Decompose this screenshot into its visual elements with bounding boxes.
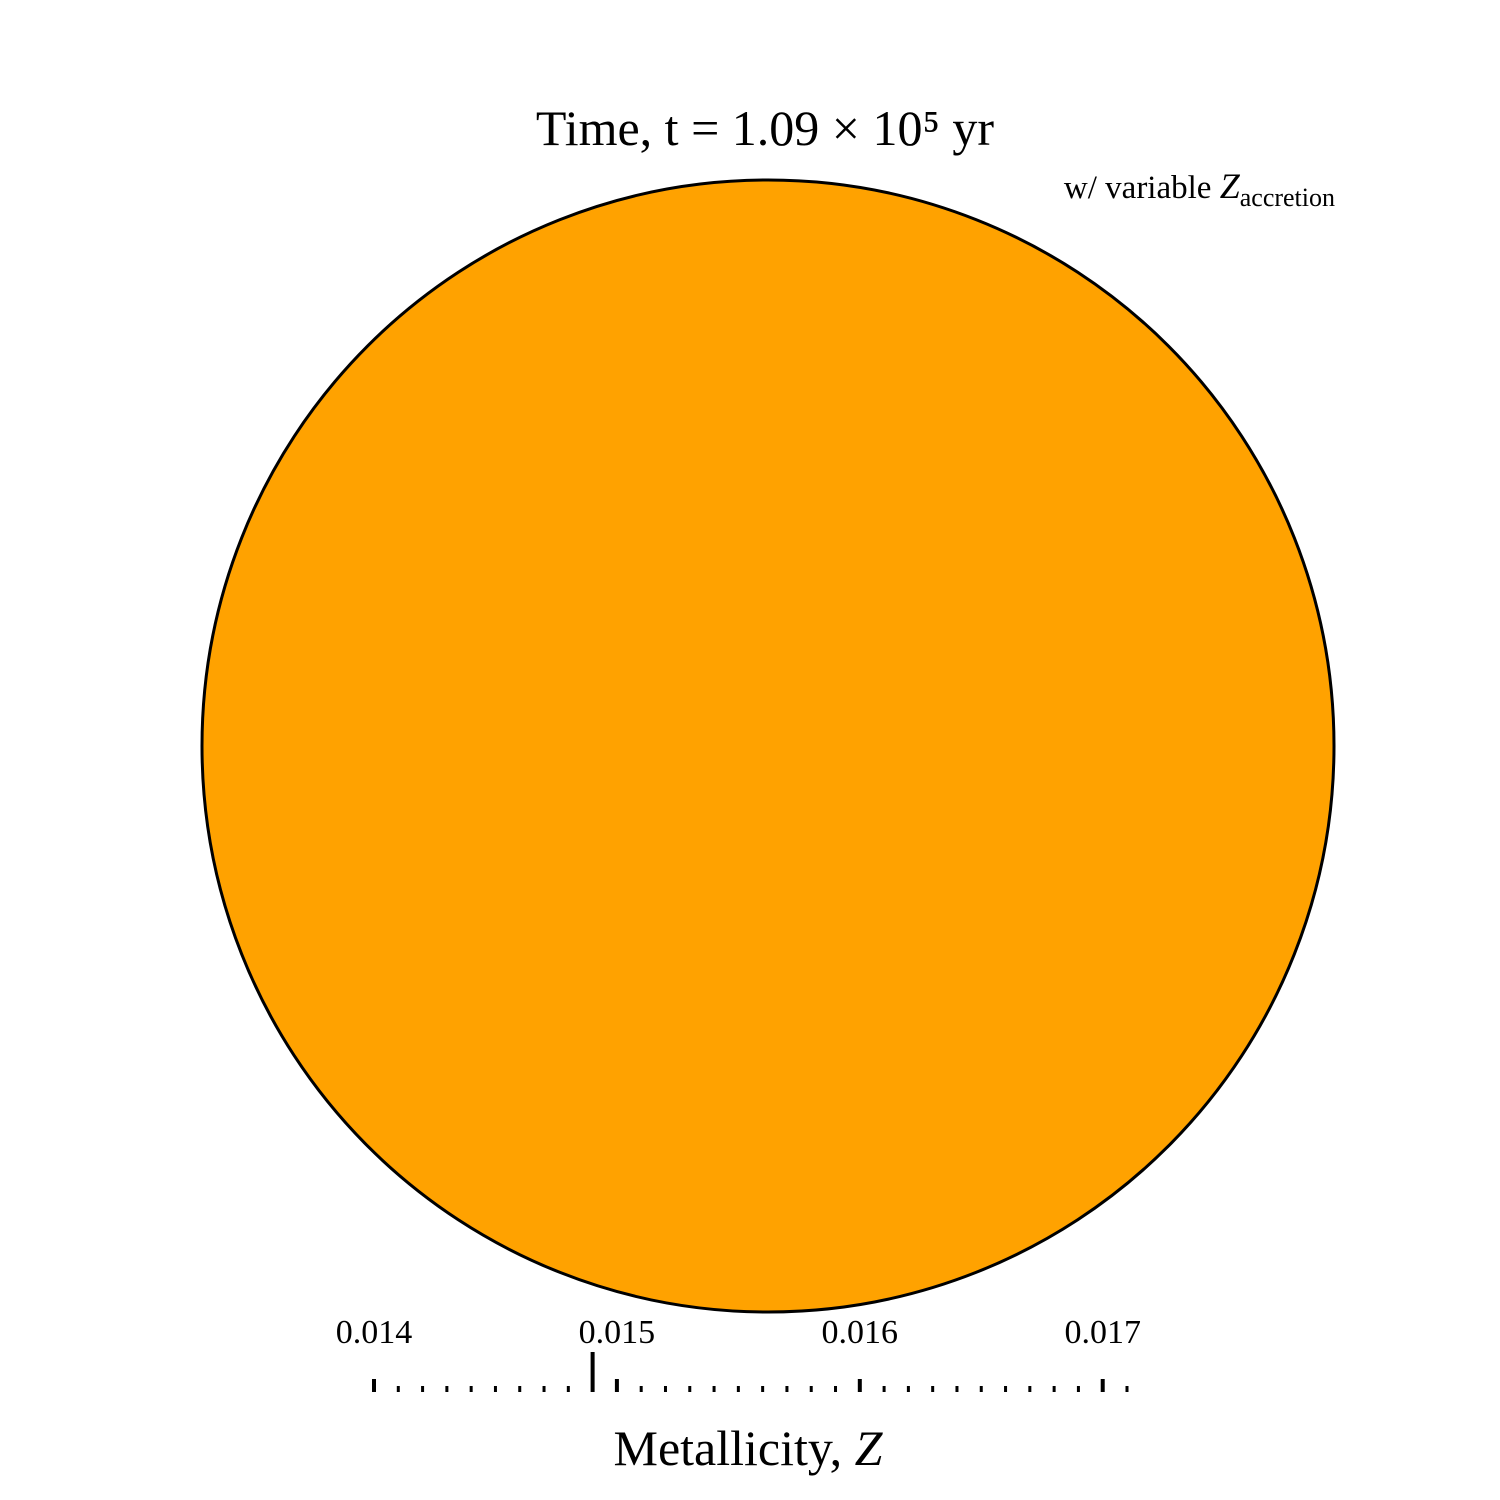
x-axis-label-text: Metallicity, bbox=[614, 1420, 855, 1476]
star bbox=[200, 178, 1336, 1314]
x-tick-label: 0.016 bbox=[822, 1314, 899, 1351]
annotation-text: w/ variable bbox=[1064, 170, 1220, 206]
annotation-symbol: Z bbox=[1220, 166, 1241, 206]
x-tick-label: 0.017 bbox=[1064, 1314, 1141, 1351]
x-axis-label-symbol: Z bbox=[855, 1420, 884, 1476]
annotation-subscript: accretion bbox=[1240, 183, 1335, 212]
chart-title: Time, t = 1.09 × 10⁵ yr bbox=[536, 100, 994, 156]
annotation: w/ variable Zaccretion bbox=[1064, 166, 1335, 212]
x-axis-label: Metallicity, Z bbox=[614, 1420, 884, 1476]
x-tick-label: 0.015 bbox=[579, 1314, 656, 1351]
x-tick-label: 0.014 bbox=[336, 1314, 413, 1351]
